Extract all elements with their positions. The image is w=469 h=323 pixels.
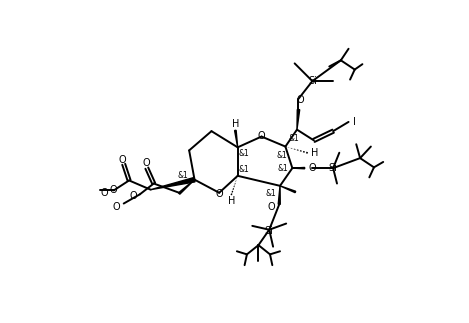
Text: H: H [232, 119, 239, 129]
Text: H: H [228, 196, 235, 206]
Text: H: H [311, 148, 318, 158]
Text: &1: &1 [276, 151, 287, 160]
Text: Si: Si [308, 76, 317, 86]
Text: &1: &1 [238, 149, 249, 158]
Text: &1: &1 [238, 165, 249, 174]
Text: O: O [297, 95, 305, 105]
Polygon shape [234, 130, 238, 147]
Text: O: O [109, 185, 117, 195]
Text: &1: &1 [178, 171, 189, 180]
Text: &1: &1 [288, 134, 299, 143]
Polygon shape [179, 180, 195, 194]
Text: &1: &1 [265, 189, 276, 198]
Text: O: O [143, 159, 151, 169]
Text: Si: Si [329, 163, 338, 173]
Text: &1: &1 [278, 164, 288, 172]
Text: I: I [353, 117, 356, 127]
Text: O: O [215, 189, 223, 199]
Polygon shape [278, 186, 280, 204]
Text: Si: Si [265, 226, 274, 236]
Text: O: O [112, 203, 120, 213]
Text: O: O [130, 191, 137, 201]
Text: O: O [258, 131, 265, 141]
Text: O: O [118, 155, 126, 165]
Polygon shape [280, 186, 295, 193]
Text: O: O [101, 188, 108, 198]
Text: O: O [268, 202, 275, 212]
Polygon shape [292, 167, 305, 169]
Polygon shape [297, 109, 300, 130]
Polygon shape [151, 177, 195, 190]
Text: O: O [309, 163, 316, 173]
